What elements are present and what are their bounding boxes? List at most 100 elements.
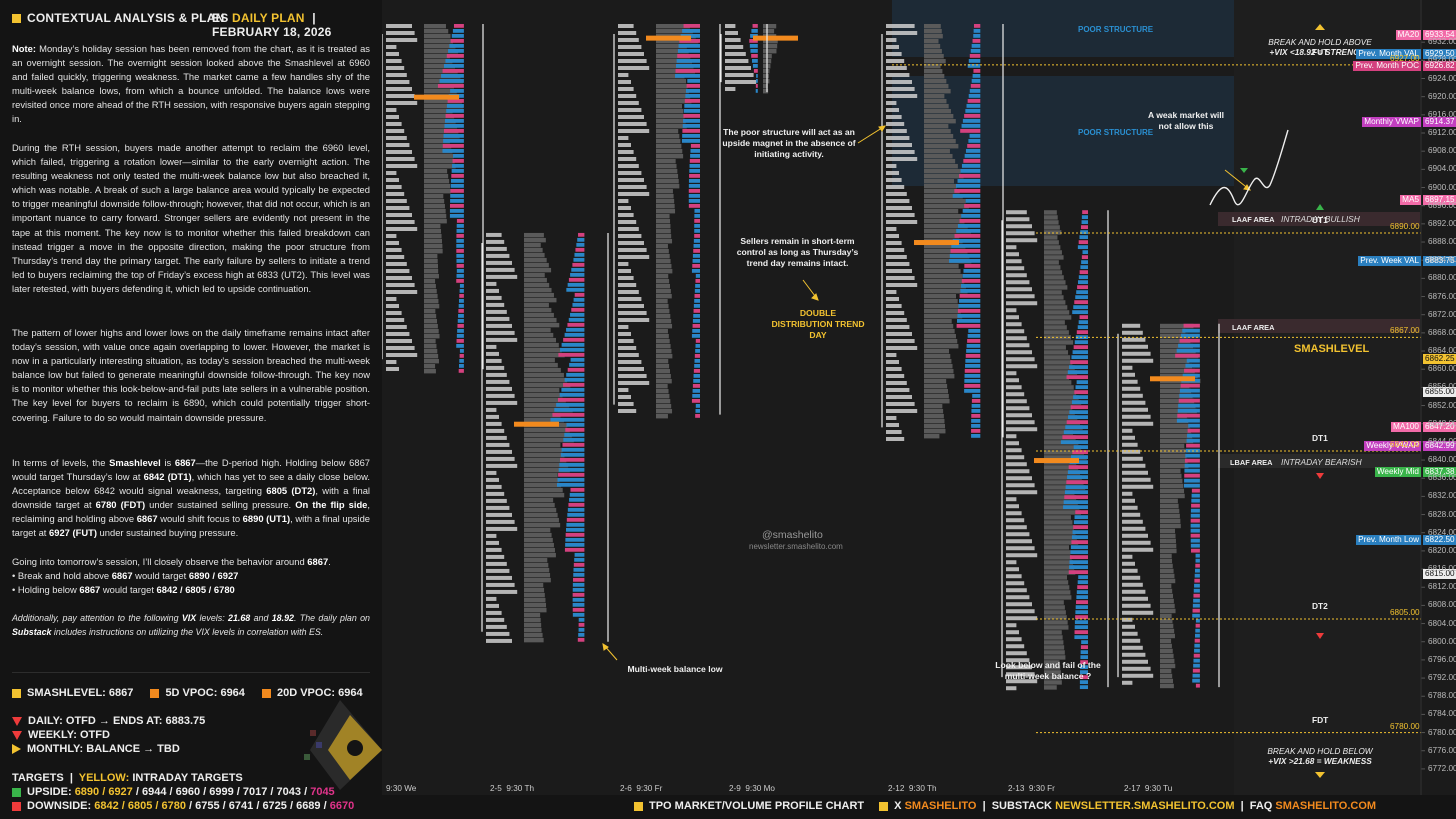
vpoc5-swatch-icon — [150, 688, 160, 698]
tomorrow-intro: Going into tomorrow’s session, I’ll clos… — [12, 556, 331, 567]
poor-structure-note: The poor structure will act as an upside… — [722, 127, 856, 159]
x-icon — [879, 801, 889, 811]
x-axis-label: 2-6 9:30 Fr — [620, 784, 663, 793]
level-value-badge: 6933.54 — [1423, 30, 1456, 41]
x-axis-label: 2-17 9:30 Tu — [1124, 784, 1173, 793]
y-tick-label: 6784.00 — [1428, 709, 1456, 719]
y-tick-label: 6884.00 — [1428, 255, 1456, 265]
y-tick-label: 6896.00 — [1428, 200, 1456, 210]
y-tick-label: 6836.00 — [1428, 473, 1456, 483]
target-name: FDT — [1312, 714, 1329, 725]
level-name-badge: MA20 — [1395, 30, 1421, 41]
down-triangle-icon — [12, 716, 22, 726]
poc-marker — [646, 35, 691, 41]
poc-marker — [1034, 458, 1079, 464]
y-tick-label: 6816.00 — [1428, 564, 1456, 574]
y-tick-label: 6852.00 — [1428, 400, 1456, 410]
y-tick-label: 6796.00 — [1428, 654, 1456, 664]
monthly-timeframe: Monthly: Balance → TBD — [12, 743, 180, 755]
vix-note: Additionally, pay attention to the follo… — [12, 613, 370, 637]
y-tick-label: 6920.00 — [1428, 91, 1456, 101]
target-name: DT1 — [1312, 432, 1328, 443]
watermark-url: newsletter.smashelito.com — [749, 542, 843, 551]
weak-market-note: A weak market will not allow this — [1147, 110, 1225, 131]
level-value-badge: 6822.50 — [1423, 534, 1456, 545]
look-below-note: Look below and fail of the multi-week ba… — [995, 660, 1101, 681]
y-tick-label: 6776.00 — [1428, 745, 1456, 755]
dt2-arrow-icon — [1316, 633, 1324, 639]
level-name-badge: Weekly VWAP — [1364, 441, 1421, 452]
sellers-note: Sellers remain in short-term control as … — [736, 236, 859, 268]
y-tick-label: 6800.00 — [1428, 636, 1456, 646]
target-value: 6842.00 — [1390, 439, 1420, 449]
mascot-decoration-icon — [304, 700, 382, 790]
down-triangle-icon — [12, 730, 22, 740]
tomorrow-plan: Going into tomorrow’s session, I’ll clos… — [12, 555, 370, 597]
analysis-paragraph: Note: Monday’s holiday session has been … — [12, 43, 370, 125]
session-profile — [613, 24, 721, 419]
level-name-badge: Monthly VWAP — [1362, 117, 1421, 128]
weekly-timeframe: Weekly: OTFD — [12, 729, 110, 741]
upside-swatch-icon — [12, 787, 21, 797]
session-profile — [481, 232, 609, 643]
y-tick-label: 6864.00 — [1428, 346, 1456, 356]
small-arrow-icon — [1240, 168, 1248, 173]
chart-icon — [634, 801, 643, 811]
y-tick-label: 6912.00 — [1428, 128, 1456, 137]
session-profile — [881, 24, 1004, 441]
poor-structure-label: POOR STRUCTURE — [1078, 128, 1154, 137]
header-title: Contextual Analysis & Plan — [27, 11, 225, 25]
targets-header: Targets | Yellow: Intraday Targets — [12, 772, 243, 784]
session-profile — [720, 24, 798, 94]
level-value-badge: 6883.75 — [1423, 256, 1456, 267]
y-tick-label: 6928.00 — [1428, 55, 1456, 65]
daily-timeframe: Daily: OTFD → Ends at: 6883.75 — [12, 715, 205, 727]
laaf-label: LAAF AREA — [1232, 323, 1275, 332]
y-tick-label: 6832.00 — [1428, 491, 1456, 501]
level-name-badge: Prev. Month VAL — [1356, 48, 1421, 59]
y-tick-label: 6820.00 — [1428, 545, 1456, 555]
target-value: 6805.00 — [1390, 608, 1420, 618]
target-value: 6890.00 — [1390, 221, 1420, 231]
footer-text: TPO Market/Volume Profile Chart X Smashe… — [634, 800, 1376, 812]
hypothetical-path — [1209, 129, 1289, 206]
level-name-badge: Prev. Month Low — [1356, 534, 1421, 545]
laaf-area-band — [1218, 212, 1420, 226]
lbaf-area-band — [1218, 454, 1420, 468]
target-value: 6927.00 — [1390, 53, 1420, 63]
poor-structure-label: POOR STRUCTURE — [1078, 25, 1154, 34]
target-name: DT2 — [1312, 601, 1328, 612]
y-tick-label: 6932.00 — [1428, 37, 1456, 47]
poc-marker — [514, 421, 559, 427]
faq-link[interactable]: smashelito.com — [1275, 800, 1377, 812]
y-tick-label: 6772.00 — [1428, 763, 1456, 773]
multi-week-balance-note: Multi-week balance low — [627, 664, 723, 674]
footer-chart-label: TPO Market/Volume Profile Chart — [649, 800, 865, 812]
y-tick-label: 6812.00 — [1428, 582, 1456, 592]
vpoc20-swatch-icon — [261, 688, 271, 698]
level-value-badge: 6855.00 — [1423, 386, 1456, 397]
analysis-paragraph: In terms of levels, the Smashlevel is 68… — [12, 457, 371, 539]
level-name-badge: Prev. Month POC — [1353, 60, 1421, 71]
y-tick-label: 6880.00 — [1428, 273, 1456, 283]
tomorrow-bullet-below: • Holding below 6867 would target 6842 /… — [12, 584, 235, 596]
intraday-bearish-label: INTRADAY BEARISH — [1281, 457, 1362, 467]
annotation-arrows — [602, 125, 1251, 661]
level-name-badge: Weekly Mid — [1374, 466, 1421, 477]
downside-swatch-icon — [12, 801, 21, 811]
divider — [12, 672, 370, 673]
plan-title: ES Daily Plan | February 18, 2026 — [212, 11, 372, 39]
up-arrow-icon — [1315, 24, 1325, 30]
yellow-square-icon — [12, 14, 21, 24]
x-handle-link[interactable]: Smashelito — [904, 800, 977, 812]
analysis-paragraph: The pattern of lower highs and lower low… — [12, 327, 370, 423]
level-value-badge: 6929.50 — [1423, 48, 1456, 59]
target-value: 6780.00 — [1390, 721, 1420, 731]
levels-summary: Smashlevel: 6867 5D VPOC: 6964 20D VPOC:… — [12, 687, 363, 699]
y-tick-label: 6824.00 — [1428, 527, 1456, 537]
level-value-badge: 6815.00 — [1423, 568, 1456, 579]
substack-link[interactable]: newsletter.smashelito.com — [1055, 800, 1235, 812]
x-label: X — [894, 800, 902, 812]
bearish-arrow-icon — [1316, 473, 1324, 479]
laaf-area-band — [1218, 319, 1420, 333]
